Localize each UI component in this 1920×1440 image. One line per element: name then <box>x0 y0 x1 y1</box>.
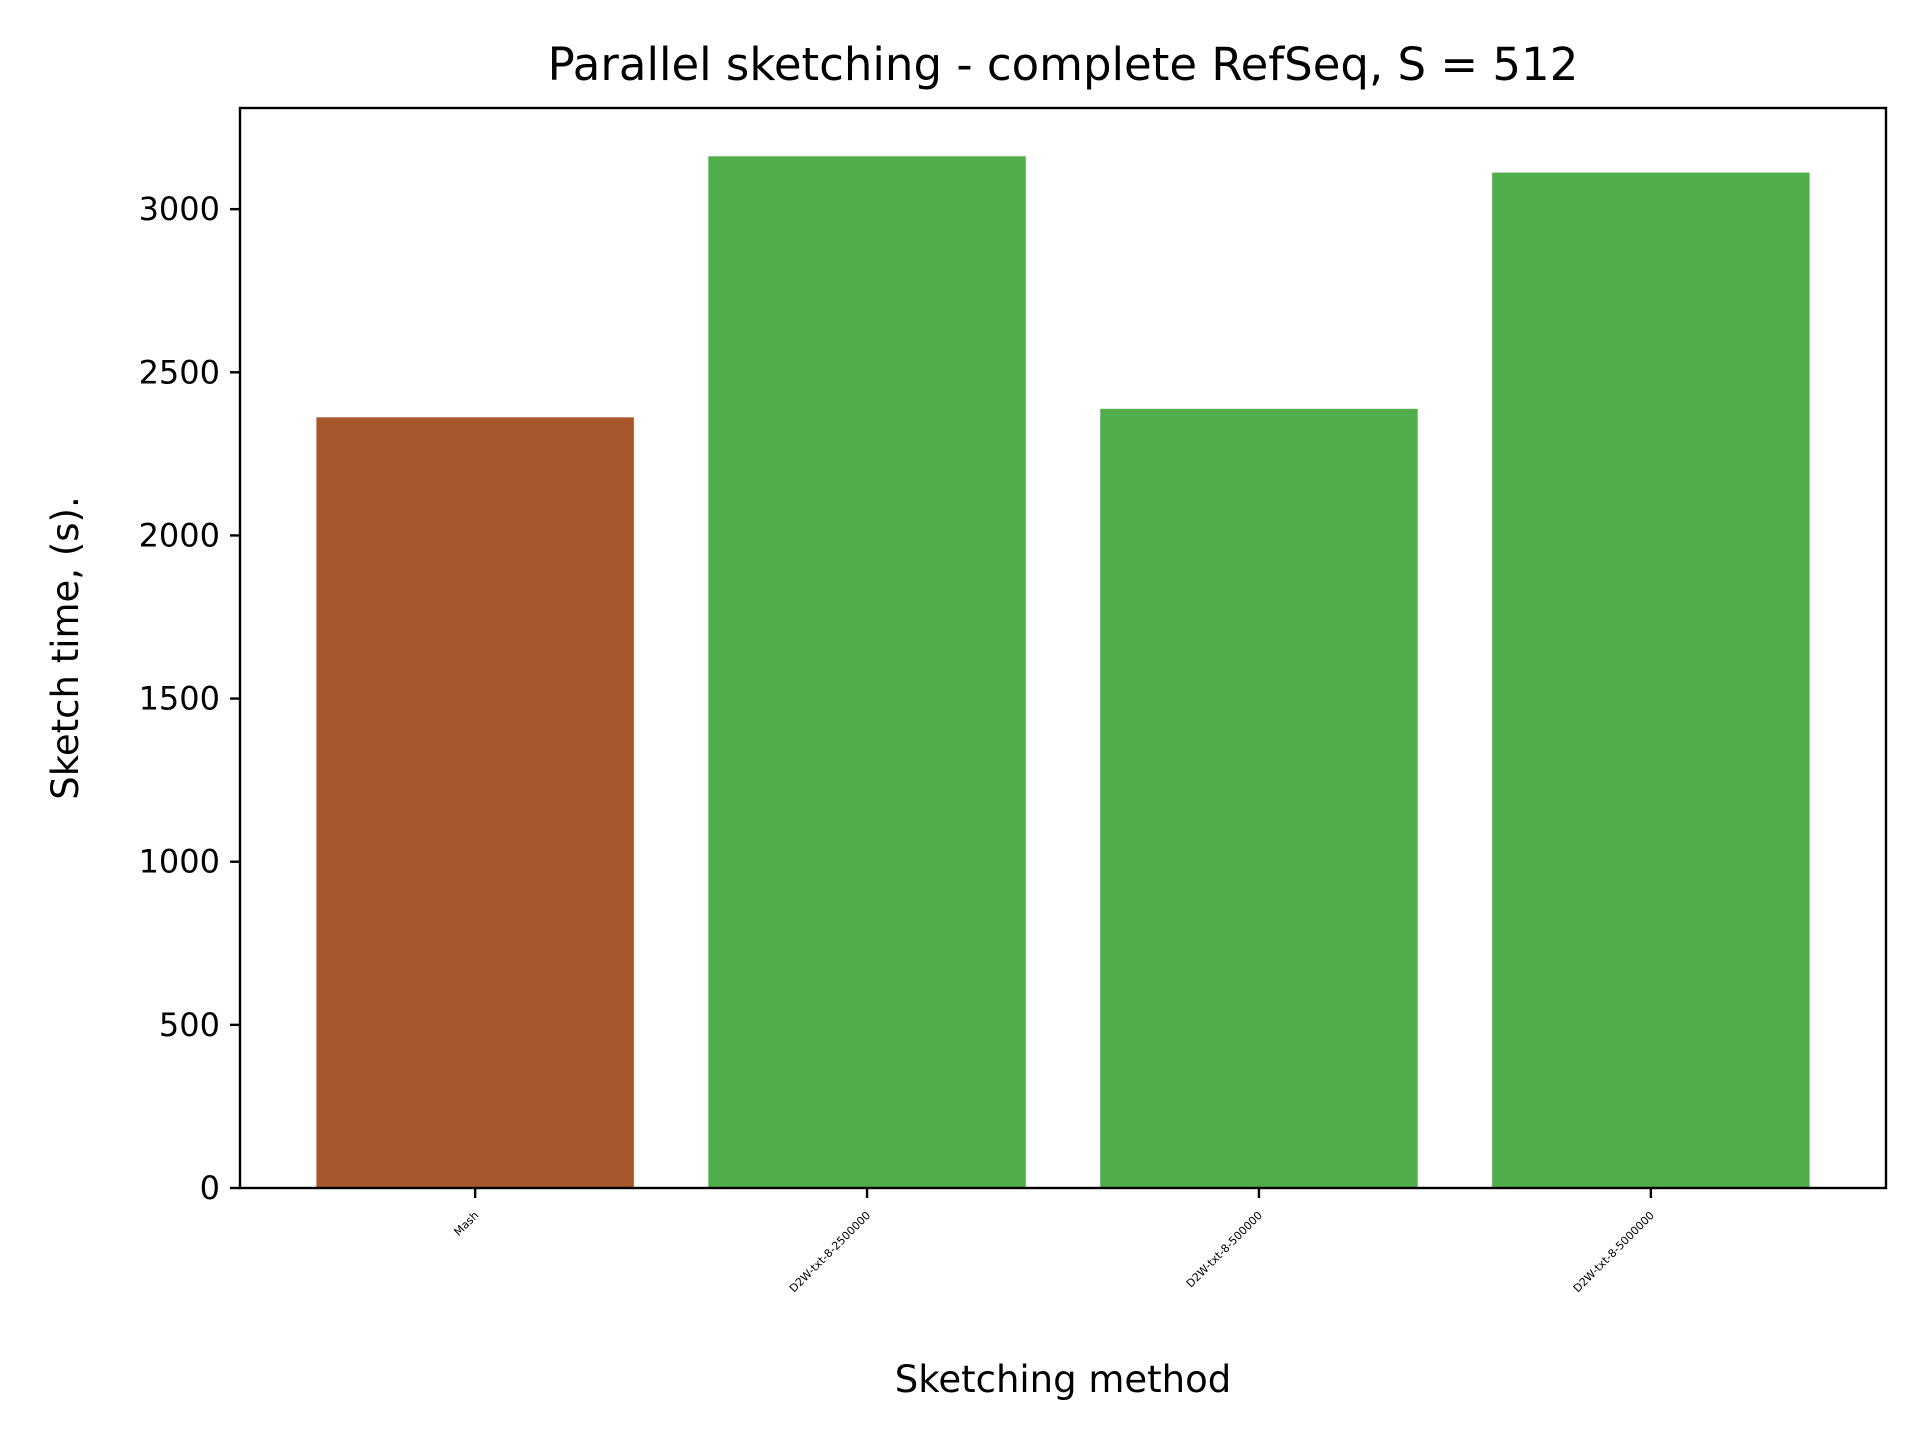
bar-d2w-txt-8-500000 <box>1100 408 1418 1188</box>
y-tick-label: 3000 <box>139 190 220 228</box>
y-tick-label: 2000 <box>139 516 220 554</box>
y-axis: 0 500 1000 1500 2000 2500 3000 <box>139 190 240 1207</box>
chart-title: Parallel sketching - complete RefSeq, S … <box>548 38 1579 91</box>
bar-d2w-txt-8-5000000 <box>1492 172 1810 1188</box>
y-tick-label: 1500 <box>139 680 220 718</box>
x-axis-label: Sketching method <box>895 1358 1232 1401</box>
y-tick-label: 500 <box>159 1006 220 1044</box>
y-tick-label: 0 <box>200 1169 220 1207</box>
bars-group <box>316 156 1810 1188</box>
plot-frame <box>238 106 1888 1190</box>
y-tick-label: 1000 <box>139 843 220 881</box>
bar-d2w-txt-8-2500000 <box>708 156 1026 1188</box>
y-tick-label: 2500 <box>139 353 220 391</box>
y-axis-label: Sketch time, (s). <box>44 496 87 799</box>
bar-mash <box>316 417 634 1188</box>
